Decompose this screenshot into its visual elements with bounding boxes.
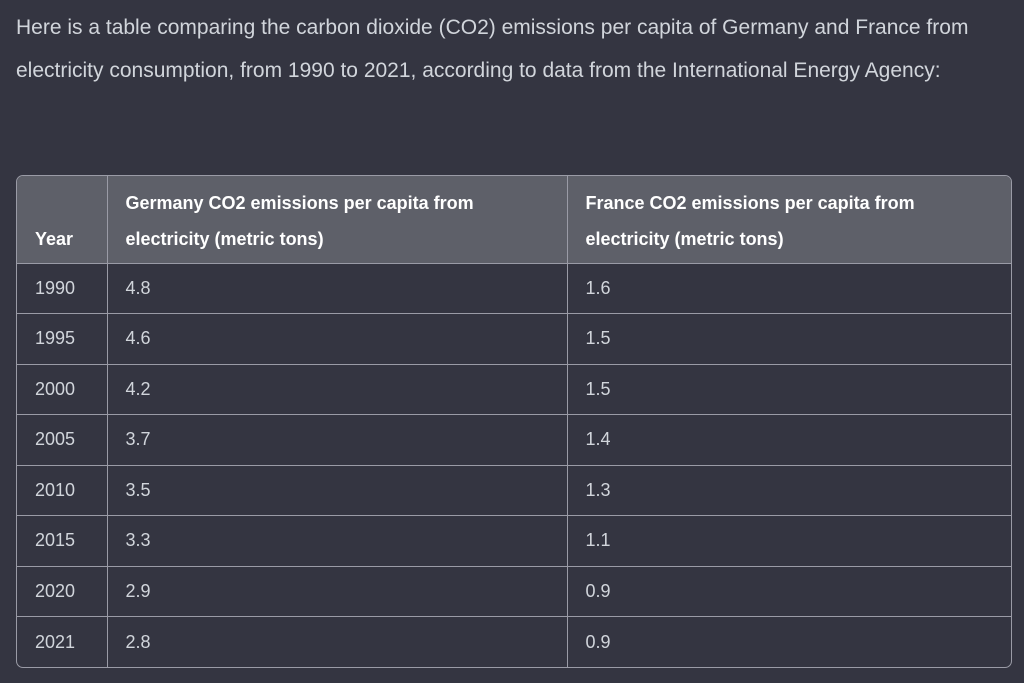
cell-germany: 2.8 bbox=[107, 616, 568, 667]
header-row: Year Germany CO2 emissions per capita fr… bbox=[17, 176, 1011, 264]
cell-germany: 3.7 bbox=[107, 414, 568, 466]
cell-year: 2020 bbox=[17, 566, 108, 617]
cell-germany: 3.3 bbox=[107, 515, 568, 567]
cell-france: 0.9 bbox=[567, 566, 1011, 617]
table-body: 1990 4.8 1.6 1995 4.6 1.5 2000 4.2 1.5 2… bbox=[17, 263, 1011, 667]
cell-france: 1.1 bbox=[567, 515, 1011, 567]
cell-france: 1.5 bbox=[567, 313, 1011, 365]
table-row: 2005 3.7 1.4 bbox=[17, 414, 1011, 466]
cell-france: 1.3 bbox=[567, 465, 1011, 516]
table-row: 2021 2.8 0.9 bbox=[17, 616, 1011, 667]
table-row: 1995 4.6 1.5 bbox=[17, 313, 1011, 365]
header-year: Year bbox=[17, 176, 108, 264]
table-row: 2010 3.5 1.3 bbox=[17, 465, 1011, 516]
cell-year: 2015 bbox=[17, 515, 108, 567]
cell-france: 1.6 bbox=[567, 263, 1011, 314]
cell-france: 0.9 bbox=[585, 631, 611, 652]
header-france: France CO2 emissions per capita from ele… bbox=[567, 176, 1011, 264]
table-row: 2015 3.3 1.1 bbox=[17, 515, 1011, 567]
cell-year: 2000 bbox=[17, 364, 108, 415]
cell-year: 2010 bbox=[17, 465, 108, 516]
cell-france: 1.4 bbox=[567, 414, 1011, 466]
cell-germany: 4.8 bbox=[107, 263, 568, 314]
cell-germany: 4.2 bbox=[107, 364, 568, 415]
cell-germany: 4.6 bbox=[107, 313, 568, 365]
cell-year: 1990 bbox=[17, 263, 108, 314]
intro-text: Here is a table comparing the carbon dio… bbox=[16, 16, 969, 82]
cell-germany: 3.5 bbox=[107, 465, 568, 516]
cell-year: 2021 bbox=[17, 616, 108, 667]
table-row: 2000 4.2 1.5 bbox=[17, 364, 1011, 415]
table-row: 2020 2.9 0.9 bbox=[17, 566, 1011, 617]
emissions-table-container: Year Germany CO2 emissions per capita fr… bbox=[16, 175, 1012, 668]
header-germany: Germany CO2 emissions per capita from el… bbox=[107, 176, 568, 264]
table-header: Year Germany CO2 emissions per capita fr… bbox=[17, 176, 1011, 264]
cell-france: 1.5 bbox=[567, 364, 1011, 415]
cell-year: 1995 bbox=[17, 313, 108, 365]
emissions-table: Year Germany CO2 emissions per capita fr… bbox=[17, 176, 1011, 667]
table-row: 1990 4.8 1.6 bbox=[17, 263, 1011, 314]
cell-year: 2005 bbox=[17, 414, 108, 466]
cell-germany: 2.9 bbox=[107, 566, 568, 617]
